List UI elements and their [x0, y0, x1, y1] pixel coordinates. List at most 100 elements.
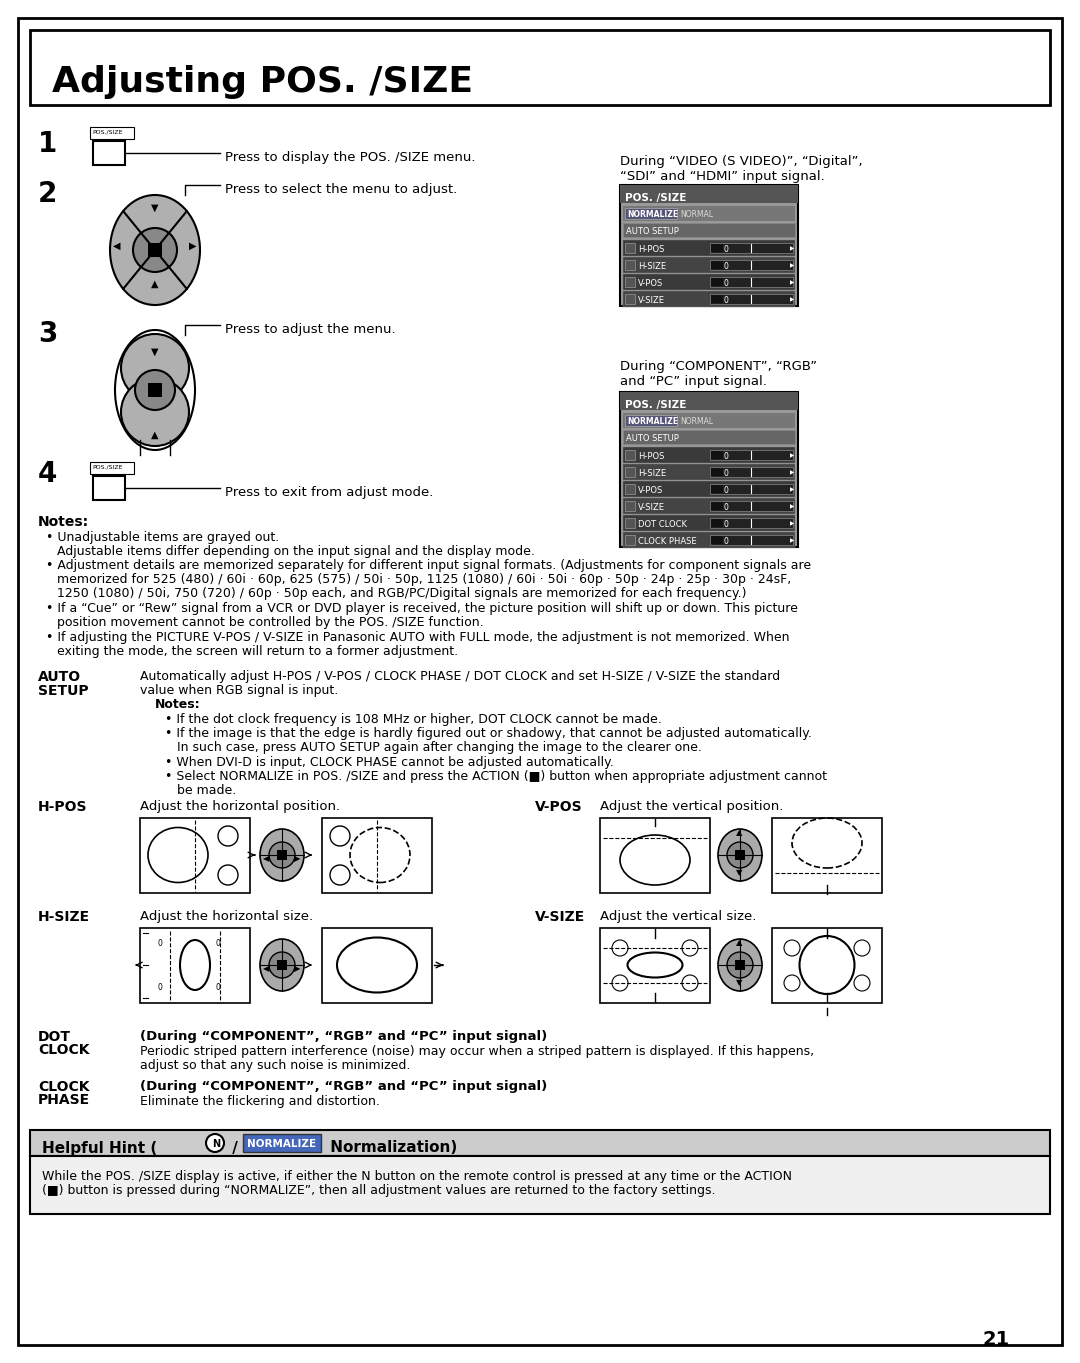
FancyBboxPatch shape: [711, 536, 723, 544]
FancyBboxPatch shape: [711, 451, 723, 459]
Text: NORMALIZE: NORMALIZE: [627, 210, 678, 218]
Text: H-POS: H-POS: [638, 244, 664, 254]
Text: Helpful Hint (: Helpful Hint (: [42, 1141, 158, 1156]
FancyBboxPatch shape: [625, 536, 635, 545]
Text: Press to display the POS. /SIZE menu.: Press to display the POS. /SIZE menu.: [225, 150, 475, 164]
FancyBboxPatch shape: [322, 818, 432, 893]
Text: ▼: ▼: [735, 979, 743, 988]
Text: Adjust the horizontal position.: Adjust the horizontal position.: [140, 800, 340, 812]
FancyBboxPatch shape: [625, 468, 635, 477]
FancyBboxPatch shape: [710, 502, 793, 511]
Circle shape: [269, 951, 295, 979]
Text: H-SIZE: H-SIZE: [38, 910, 90, 924]
Text: POS./SIZE: POS./SIZE: [92, 463, 122, 469]
FancyBboxPatch shape: [625, 209, 677, 219]
Text: ▶: ▶: [789, 247, 794, 252]
Text: adjust so that any such noise is minimized.: adjust so that any such noise is minimiz…: [140, 1059, 410, 1073]
Text: NORMAL: NORMAL: [680, 210, 713, 218]
FancyBboxPatch shape: [625, 277, 635, 288]
Text: 1: 1: [38, 129, 57, 158]
Text: 0: 0: [215, 984, 220, 992]
Text: 0: 0: [724, 519, 729, 529]
FancyBboxPatch shape: [623, 447, 795, 463]
Text: ▶: ▶: [294, 965, 300, 973]
Bar: [276, 851, 287, 860]
FancyBboxPatch shape: [620, 185, 798, 307]
Text: 21: 21: [983, 1330, 1010, 1349]
Text: DOT CLOCK: DOT CLOCK: [638, 519, 687, 529]
Text: • Unadjustable items are grayed out.: • Unadjustable items are grayed out.: [46, 532, 280, 544]
Text: Automatically adjust H-POS / V-POS / CLOCK PHASE / DOT CLOCK and set H-SIZE / V-: Automatically adjust H-POS / V-POS / CLO…: [140, 671, 780, 683]
FancyBboxPatch shape: [620, 393, 798, 547]
Text: H-POS: H-POS: [38, 800, 87, 814]
FancyBboxPatch shape: [625, 260, 635, 270]
FancyBboxPatch shape: [625, 450, 635, 459]
FancyBboxPatch shape: [623, 515, 795, 532]
Text: During “VIDEO (S VIDEO)”, “Digital”,
“SDI” and “HDMI” input signal.: During “VIDEO (S VIDEO)”, “Digital”, “SD…: [620, 155, 863, 183]
Text: ▼: ▼: [735, 868, 743, 878]
FancyBboxPatch shape: [625, 294, 635, 304]
FancyBboxPatch shape: [623, 258, 795, 273]
Text: H-POS: H-POS: [638, 451, 664, 461]
Text: ◀: ◀: [113, 241, 121, 251]
Ellipse shape: [718, 939, 762, 991]
Text: While the POS. /SIZE display is active, if either the N button on the remote con: While the POS. /SIZE display is active, …: [42, 1169, 792, 1183]
Text: H-SIZE: H-SIZE: [638, 262, 666, 270]
Text: ▶: ▶: [789, 281, 794, 285]
Bar: [276, 960, 287, 970]
Text: POS./SIZE: POS./SIZE: [92, 129, 122, 134]
Text: • Select NORMALIZE in POS. /SIZE and press the ACTION (■) button when appropriat: • Select NORMALIZE in POS. /SIZE and pre…: [165, 770, 827, 782]
FancyBboxPatch shape: [623, 429, 795, 444]
Text: • When DVI-D is input, CLOCK PHASE cannot be adjusted automatically.: • When DVI-D is input, CLOCK PHASE canno…: [165, 756, 613, 769]
Text: • Adjustment details are memorized separately for different input signal formats: • Adjustment details are memorized separ…: [46, 559, 811, 572]
Text: NORMALIZE: NORMALIZE: [627, 417, 678, 425]
FancyBboxPatch shape: [710, 260, 793, 270]
Text: 0: 0: [724, 262, 729, 270]
Text: AUTO: AUTO: [38, 671, 81, 684]
FancyBboxPatch shape: [623, 463, 795, 480]
FancyBboxPatch shape: [711, 244, 723, 252]
Text: 0: 0: [724, 244, 729, 254]
Text: Adjustable items differ depending on the input signal and the display mode.: Adjustable items differ depending on the…: [57, 545, 535, 557]
FancyBboxPatch shape: [623, 413, 795, 428]
Circle shape: [727, 842, 753, 868]
Text: ▶: ▶: [789, 488, 794, 492]
Text: 0: 0: [724, 469, 729, 477]
FancyBboxPatch shape: [711, 468, 723, 476]
FancyBboxPatch shape: [772, 928, 882, 1003]
FancyBboxPatch shape: [711, 485, 723, 493]
FancyBboxPatch shape: [625, 414, 677, 427]
FancyBboxPatch shape: [623, 274, 795, 290]
Circle shape: [727, 951, 753, 979]
FancyBboxPatch shape: [623, 224, 795, 237]
FancyBboxPatch shape: [623, 497, 795, 514]
Bar: [735, 960, 745, 970]
Text: 0: 0: [158, 984, 163, 992]
Text: Normalization): Normalization): [325, 1141, 457, 1156]
Text: V-POS: V-POS: [535, 800, 582, 814]
FancyBboxPatch shape: [600, 818, 710, 893]
Text: • If the image is that the edge is hardly figured out or shadowy, that cannot be: • If the image is that the edge is hardl…: [165, 726, 812, 740]
Text: ▶: ▶: [294, 855, 300, 864]
Text: memorized for 525 (480) / 60i · 60p, 625 (575) / 50i · 50p, 1125 (1080) / 60i · : memorized for 525 (480) / 60i · 60p, 625…: [57, 572, 792, 586]
Text: 0: 0: [724, 485, 729, 495]
FancyBboxPatch shape: [140, 818, 249, 893]
FancyBboxPatch shape: [623, 206, 795, 221]
FancyBboxPatch shape: [623, 240, 795, 256]
Ellipse shape: [260, 829, 303, 880]
FancyBboxPatch shape: [90, 462, 134, 474]
Text: POS. /SIZE: POS. /SIZE: [625, 399, 687, 410]
Text: AUTO SETUP: AUTO SETUP: [626, 226, 679, 236]
Text: Press to exit from adjust mode.: Press to exit from adjust mode.: [225, 485, 433, 499]
FancyBboxPatch shape: [90, 127, 134, 139]
Text: POS. /SIZE: POS. /SIZE: [625, 194, 687, 203]
FancyBboxPatch shape: [710, 243, 793, 254]
Text: Adjust the horizontal size.: Adjust the horizontal size.: [140, 910, 313, 923]
Text: • If the dot clock frequency is 108 MHz or higher, DOT CLOCK cannot be made.: • If the dot clock frequency is 108 MHz …: [165, 713, 662, 726]
Text: 0: 0: [215, 939, 220, 947]
Text: 1250 (1080) / 50i, 750 (720) / 60p · 50p each, and RGB/PC/Digital signals are me: 1250 (1080) / 50i, 750 (720) / 60p · 50p…: [57, 587, 746, 600]
FancyBboxPatch shape: [710, 536, 793, 545]
Text: H-SIZE: H-SIZE: [638, 469, 666, 477]
Text: 0: 0: [724, 296, 729, 304]
FancyBboxPatch shape: [600, 928, 710, 1003]
